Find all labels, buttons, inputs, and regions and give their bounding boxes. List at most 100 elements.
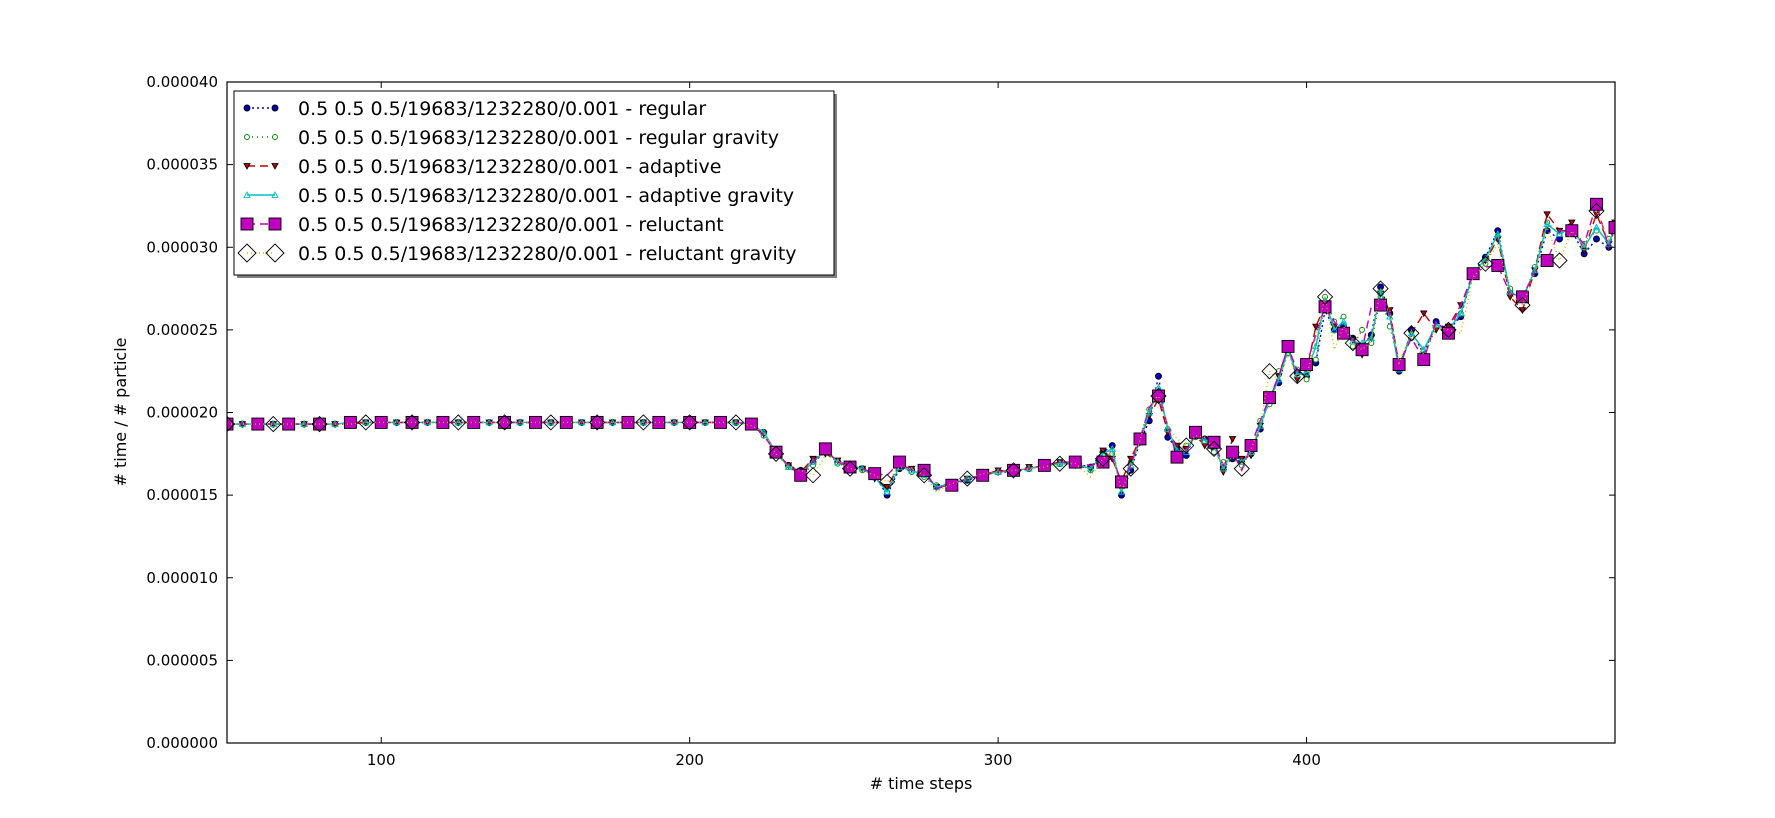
legend-label: 0.5 0.5 0.5/19683/1232280/0.001 - regula… xyxy=(298,98,706,120)
data-point xyxy=(1318,300,1332,314)
legend-label: 0.5 0.5 0.5/19683/1232280/0.001 - adapti… xyxy=(298,156,721,178)
data-point xyxy=(1372,280,1389,297)
data-point xyxy=(1312,356,1319,363)
data-point xyxy=(1518,307,1527,314)
data-point xyxy=(1565,224,1579,238)
y-tick-label: 0.000010 xyxy=(146,569,218,587)
data-point xyxy=(1419,345,1428,353)
data-point xyxy=(1608,220,1615,234)
series-5 xyxy=(227,197,1615,492)
data-point xyxy=(1300,358,1314,372)
data-point xyxy=(1440,321,1457,339)
x-axis-label: # time steps xyxy=(870,774,973,793)
data-point xyxy=(1407,329,1416,337)
data-point xyxy=(1244,439,1258,452)
data-point xyxy=(1312,342,1320,350)
legend: 0.5 0.5 0.5/19683/1232280/0.001 - regula… xyxy=(233,90,837,278)
data-point xyxy=(1403,325,1420,342)
data-point xyxy=(1233,460,1250,477)
data-point xyxy=(1178,437,1195,454)
data-point xyxy=(496,414,513,431)
data-point xyxy=(1590,197,1603,211)
data-point xyxy=(744,417,758,431)
series-line xyxy=(227,201,1615,490)
data-point xyxy=(621,415,635,429)
data-point xyxy=(784,463,793,470)
data-point xyxy=(1117,487,1126,495)
data-point xyxy=(1289,368,1306,385)
data-point xyxy=(374,415,388,429)
data-point xyxy=(1355,343,1369,357)
data-point xyxy=(1025,464,1033,471)
data-point xyxy=(1219,464,1228,472)
data-point xyxy=(1152,389,1165,403)
data-point xyxy=(1592,223,1601,231)
data-point xyxy=(1256,421,1265,429)
data-point xyxy=(1238,458,1246,465)
data-point xyxy=(878,473,896,491)
data-point xyxy=(251,417,265,431)
data-point xyxy=(1376,287,1385,295)
data-point xyxy=(588,414,606,431)
y-axis-label: # time / # particle xyxy=(111,337,130,486)
x-tick-label: 400 xyxy=(1292,751,1321,769)
data-point xyxy=(809,458,817,465)
data-point xyxy=(769,445,783,459)
data-point xyxy=(590,415,604,429)
data-point xyxy=(714,415,727,429)
x-tick-label: 100 xyxy=(367,751,396,769)
data-point xyxy=(1275,375,1283,383)
data-point xyxy=(1540,254,1554,267)
data-point xyxy=(994,467,1002,475)
data-point xyxy=(652,415,666,429)
legend-label: 0.5 0.5 0.5/19683/1232280/0.001 - regula… xyxy=(298,127,779,149)
data-point xyxy=(272,134,278,140)
series-layer xyxy=(227,197,1615,499)
data-point xyxy=(1115,475,1128,489)
y-tick-label: 0.000020 xyxy=(146,404,218,422)
data-point xyxy=(1330,325,1339,333)
data-point xyxy=(1491,258,1505,272)
data-point xyxy=(1170,450,1184,464)
legend-entry: 0.5 0.5 0.5/19683/1232280/0.001 - regula… xyxy=(244,127,779,149)
data-point xyxy=(1056,459,1064,467)
data-point xyxy=(1580,243,1588,251)
data-point xyxy=(1316,288,1334,305)
data-point xyxy=(1312,323,1320,331)
data-point xyxy=(559,415,573,429)
data-point xyxy=(265,415,282,433)
data-point xyxy=(1386,307,1394,314)
data-point xyxy=(271,163,279,170)
y-tick-label: 0.000000 xyxy=(146,734,218,752)
data-point xyxy=(1207,435,1221,449)
data-point xyxy=(883,484,891,491)
data-point xyxy=(681,414,698,431)
legend-entry: 0.5 0.5 0.5/19683/1232280/0.001 - adapti… xyxy=(243,185,794,207)
data-point xyxy=(794,468,808,482)
data-point xyxy=(1339,317,1348,325)
legend-entry: 0.5 0.5 0.5/19683/1232280/0.001 - adapti… xyxy=(243,156,721,178)
data-point xyxy=(858,464,867,472)
data-point xyxy=(1094,450,1112,467)
data-point xyxy=(243,163,251,170)
data-point xyxy=(1263,391,1276,405)
data-point xyxy=(243,191,251,198)
data-point xyxy=(243,104,251,112)
x-tick-label: 200 xyxy=(675,751,704,769)
data-point xyxy=(1514,296,1531,314)
data-point xyxy=(1051,455,1068,472)
data-point xyxy=(945,478,959,492)
data-point xyxy=(1337,326,1351,340)
data-point xyxy=(915,467,933,484)
data-point xyxy=(227,417,234,431)
series-6 xyxy=(227,202,1615,495)
data-point xyxy=(727,414,745,431)
data-point xyxy=(1551,252,1568,269)
data-point xyxy=(843,460,857,474)
data-point xyxy=(1228,436,1237,443)
data-point xyxy=(1145,408,1154,416)
data-point xyxy=(405,415,419,429)
data-point xyxy=(818,442,832,456)
data-point xyxy=(311,415,328,433)
